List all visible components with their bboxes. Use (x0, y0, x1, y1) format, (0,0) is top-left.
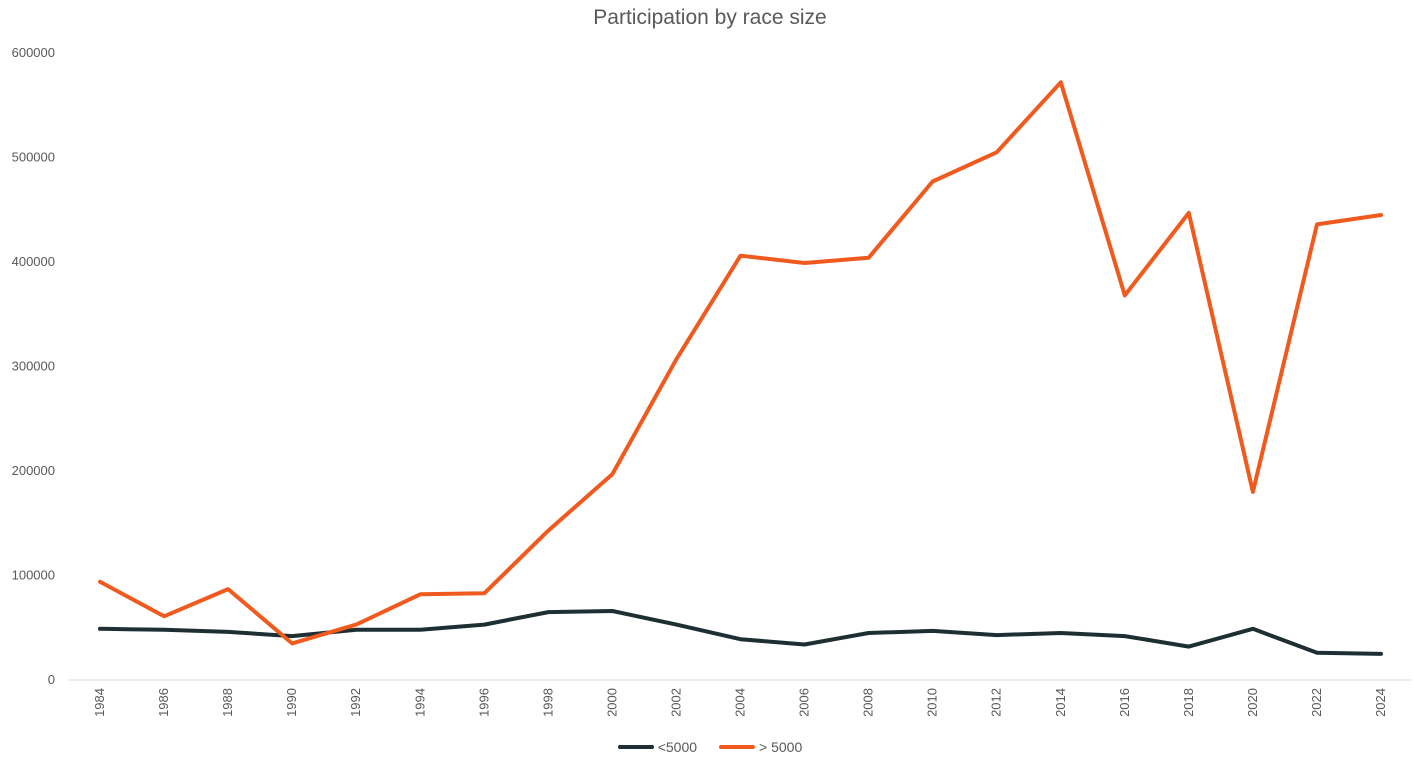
x-tick-label: 1994 (412, 688, 427, 717)
x-tick-label: 1992 (348, 688, 363, 717)
y-tick-label: 200000 (12, 463, 55, 478)
x-tick-label: 2008 (861, 688, 876, 717)
y-tick-label: 100000 (12, 568, 55, 583)
x-tick-label: 2020 (1245, 688, 1260, 717)
y-tick-label: 400000 (12, 254, 55, 269)
legend-swatch-large (719, 745, 756, 749)
x-tick-label: 1990 (284, 688, 299, 717)
legend-label-large: > 5000 (759, 739, 803, 755)
x-tick-label: 2012 (989, 688, 1004, 717)
y-tick-label: 300000 (12, 359, 55, 374)
x-axis: 1984 1986 1988 1990 1992 1994 1996 1998 2000 2002… (68, 679, 1412, 717)
y-axis: 0 100000 200000 300000 400000 500000 600000 (12, 45, 55, 687)
legend-swatch-small (617, 745, 654, 749)
series-line-large-races (98, 80, 1383, 646)
y-tick-label: 500000 (12, 150, 55, 165)
y-tick-label: 0 (48, 672, 55, 687)
x-tick-label: 2016 (1117, 688, 1132, 717)
x-tick-label: 1984 (92, 688, 107, 717)
x-tick-label: 2000 (604, 688, 619, 717)
x-tick-label: 2022 (1309, 688, 1324, 717)
x-tick-label: 2014 (1053, 688, 1068, 717)
x-tick-label: 2006 (797, 688, 812, 717)
x-tick-label: 2024 (1373, 688, 1388, 717)
x-tick-label: 2002 (668, 688, 683, 717)
legend-item-large-races: > 5000 (719, 739, 802, 755)
legend-label-small: <5000 (657, 739, 698, 755)
x-tick-label: 2010 (925, 688, 940, 717)
series-line-small-races (98, 609, 1383, 656)
y-tick-label: 600000 (12, 45, 55, 60)
series-lines (98, 80, 1383, 656)
x-tick-label: 2004 (733, 688, 748, 717)
x-tick-label: 1996 (476, 688, 491, 717)
chart-title: Participation by race size (593, 6, 827, 29)
legend: <5000 > 5000 (0, 739, 1420, 755)
legend-item-small-races: <5000 (617, 739, 698, 755)
x-tick-label: 1986 (156, 688, 171, 717)
x-tick-label: 1998 (540, 688, 555, 717)
x-tick-label: 1988 (220, 688, 235, 717)
x-tick-label: 2018 (1181, 688, 1196, 717)
